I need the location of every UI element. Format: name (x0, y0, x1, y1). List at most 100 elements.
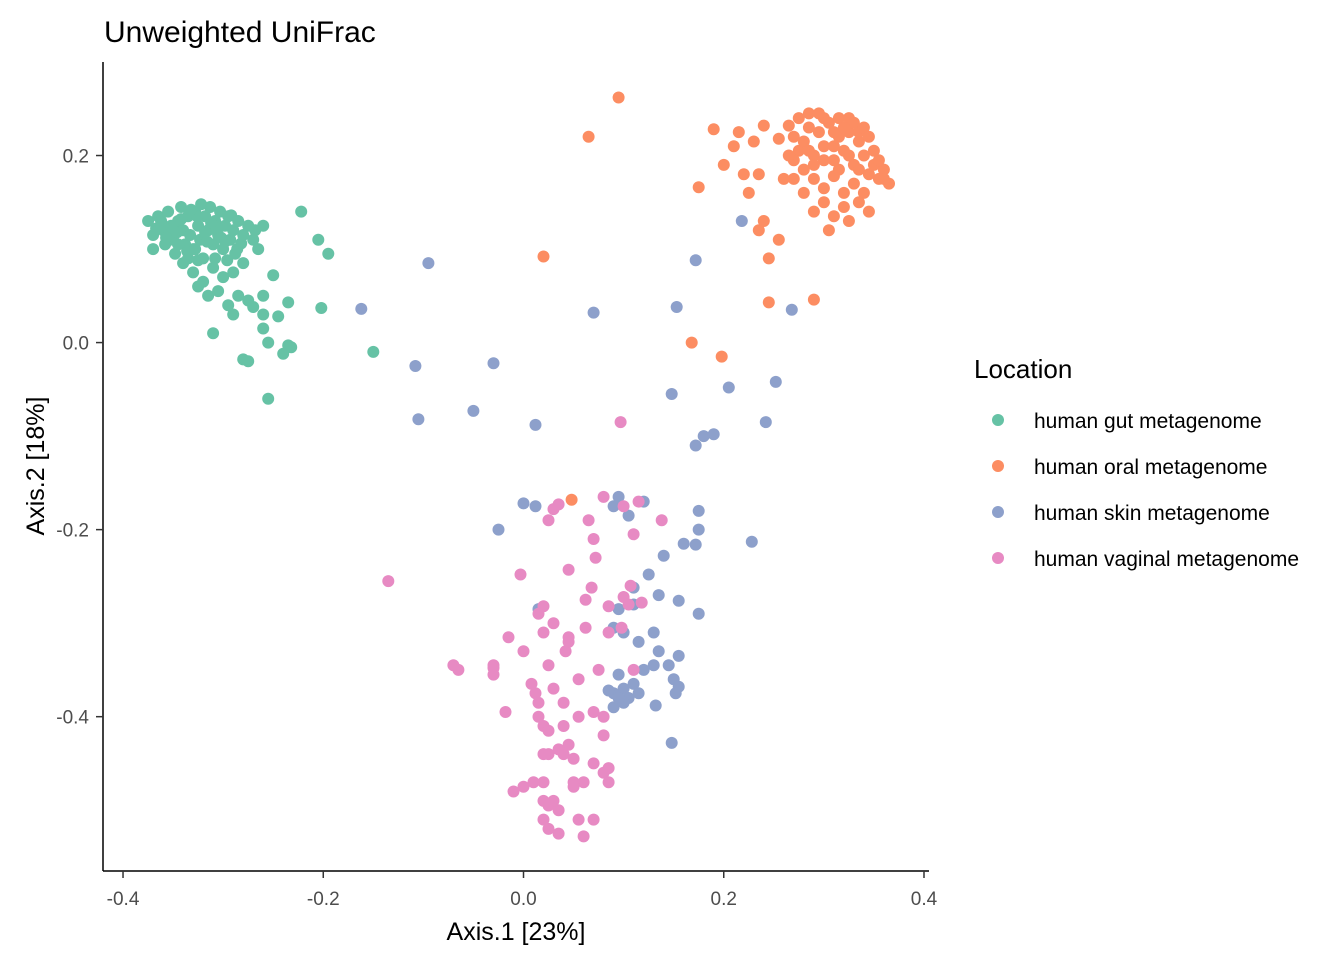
y-tick-label: -0.4 (56, 708, 89, 729)
data-point (182, 252, 195, 265)
data-point (187, 266, 200, 279)
data-point (547, 682, 560, 695)
data-point (632, 687, 645, 700)
data-point (587, 706, 600, 718)
data-point (797, 186, 810, 199)
data-point (257, 322, 270, 335)
data-point (769, 375, 782, 388)
data-point (247, 233, 260, 246)
data-point (612, 692, 625, 704)
data-point (742, 186, 755, 199)
data-point (507, 785, 520, 798)
data-point (852, 135, 865, 148)
data-point (707, 428, 720, 441)
data-point (607, 701, 620, 714)
data-point (160, 231, 173, 244)
data-point (592, 663, 605, 676)
data-point (692, 523, 705, 536)
data-point (142, 215, 155, 227)
data-point (612, 490, 625, 503)
data-point (517, 497, 530, 510)
data-point (285, 341, 298, 354)
data-point (212, 285, 225, 298)
data-point (562, 635, 575, 648)
data-point (207, 261, 220, 274)
data-point (252, 243, 265, 256)
data-point (529, 500, 542, 513)
data-point (552, 743, 565, 756)
data-point (662, 659, 675, 672)
y-tick-label: 0.2 (63, 147, 89, 168)
chart-title: Unweighted UniFrac (104, 16, 376, 49)
legend-items: human gut metagenome human oral metagenom… (992, 410, 1299, 571)
data-point (792, 144, 805, 157)
data-point (175, 201, 188, 213)
data-point (707, 123, 720, 136)
data-point (747, 135, 760, 148)
data-point (635, 596, 648, 609)
data-point (282, 296, 295, 309)
data-point (175, 213, 188, 226)
x-tick-label: 0.0 (510, 889, 536, 910)
data-point (612, 603, 625, 616)
data-point (272, 310, 285, 323)
data-point (737, 168, 750, 181)
series-3 (382, 416, 668, 843)
y-tick-label: -0.2 (56, 521, 89, 542)
data-point (221, 254, 234, 267)
data-point (537, 776, 550, 789)
data-point (277, 347, 290, 360)
data-point (832, 112, 845, 125)
data-point (689, 439, 702, 452)
data-point (192, 254, 205, 267)
data-point (715, 350, 728, 363)
series-0 (142, 198, 380, 405)
data-point (602, 626, 615, 639)
data-point (817, 140, 830, 153)
data-point (685, 336, 698, 349)
data-point (355, 302, 368, 315)
data-point (487, 662, 500, 674)
data-point (227, 308, 240, 321)
data-point (532, 607, 545, 620)
data-point (235, 237, 248, 250)
data-point (529, 687, 542, 700)
x-tick-label: 0.2 (711, 889, 737, 910)
data-point (877, 172, 890, 185)
data-point (537, 748, 550, 761)
data-point (219, 235, 232, 248)
data-point (752, 224, 765, 237)
data-point (322, 247, 335, 260)
data-point (579, 593, 592, 606)
data-point (542, 724, 555, 737)
data-point (670, 301, 683, 313)
data-point (201, 235, 214, 248)
data-point (195, 198, 208, 211)
data-point (537, 813, 550, 826)
data-point (192, 280, 205, 293)
data-point (382, 575, 395, 588)
data-point (237, 257, 250, 270)
data-point (262, 336, 275, 349)
data-point (557, 720, 570, 732)
data-point (782, 149, 795, 162)
data-point (862, 168, 875, 181)
data-point (622, 598, 635, 611)
data-point (529, 418, 542, 431)
data-point (602, 776, 615, 789)
data-point (552, 827, 565, 840)
y-axis-title: Axis.2 [18%] (22, 397, 50, 536)
data-point (857, 121, 870, 134)
data-point (689, 538, 702, 551)
data-point (812, 107, 825, 120)
data-point (579, 621, 592, 634)
data-point (527, 776, 540, 789)
data-point (227, 266, 240, 279)
data-point (692, 607, 705, 620)
legend: Location human gut metagenome human oral … (974, 354, 1299, 571)
data-point (857, 149, 870, 162)
data-point (762, 296, 775, 309)
legend-label: human gut metagenome (1034, 410, 1262, 433)
data-point (777, 172, 790, 185)
